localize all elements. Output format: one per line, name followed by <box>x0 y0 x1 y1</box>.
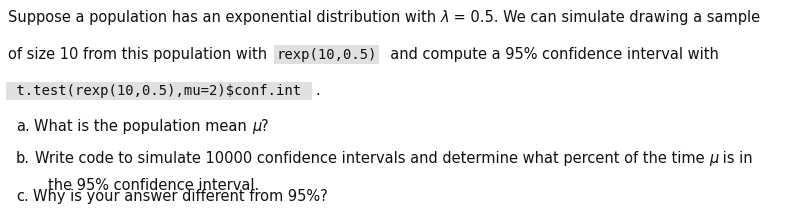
Text: rexp(10,0.5): rexp(10,0.5) <box>276 47 377 61</box>
Text: .: . <box>316 83 320 98</box>
Text: Why is your answer different from 95%?: Why is your answer different from 95%? <box>34 189 328 204</box>
Text: Write code to simulate 10000 confidence intervals and determine what percent of : Write code to simulate 10000 confidence … <box>35 151 709 166</box>
Text: b.: b. <box>16 151 30 166</box>
Text: = 0.5. We can simulate drawing a sample: = 0.5. We can simulate drawing a sample <box>449 10 761 25</box>
Text: Suppose a population has an exponential distribution with: Suppose a population has an exponential … <box>8 10 440 25</box>
Text: μ: μ <box>709 151 718 166</box>
Text: a.: a. <box>16 119 30 134</box>
Text: What is the population mean: What is the population mean <box>35 119 252 134</box>
Text: and compute a 95% confidence interval with: and compute a 95% confidence interval wi… <box>381 47 719 61</box>
Text: ?: ? <box>261 119 268 134</box>
Text: of size 10 from this population with: of size 10 from this population with <box>8 47 276 61</box>
Text: t.test(rexp(10,0.5),mu=2)$conf.int: t.test(rexp(10,0.5),mu=2)$conf.int <box>8 84 309 98</box>
Text: is in: is in <box>718 151 753 166</box>
Text: μ: μ <box>252 119 261 134</box>
Text: c.: c. <box>16 189 29 204</box>
Text: λ: λ <box>440 10 449 25</box>
Text: the 95% confidence interval.: the 95% confidence interval. <box>49 178 260 193</box>
